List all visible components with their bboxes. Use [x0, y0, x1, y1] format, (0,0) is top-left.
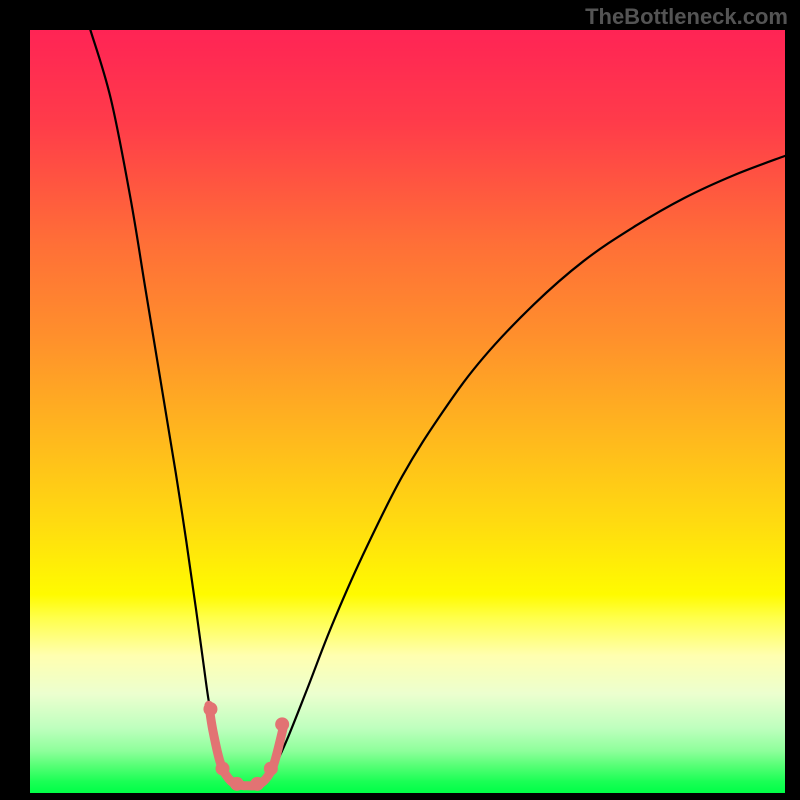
plot-area	[30, 30, 785, 793]
curves-svg	[30, 30, 785, 793]
curve-left-branch	[90, 30, 233, 785]
marker-2	[230, 777, 244, 791]
marker-5	[275, 717, 289, 731]
marker-0	[203, 702, 217, 716]
marker-3	[250, 777, 264, 791]
chart-container: TheBottleneck.com	[0, 0, 800, 800]
watermark-text: TheBottleneck.com	[585, 4, 788, 30]
marker-4	[264, 762, 278, 776]
curve-right-branch	[260, 156, 785, 785]
marker-1	[216, 762, 230, 776]
